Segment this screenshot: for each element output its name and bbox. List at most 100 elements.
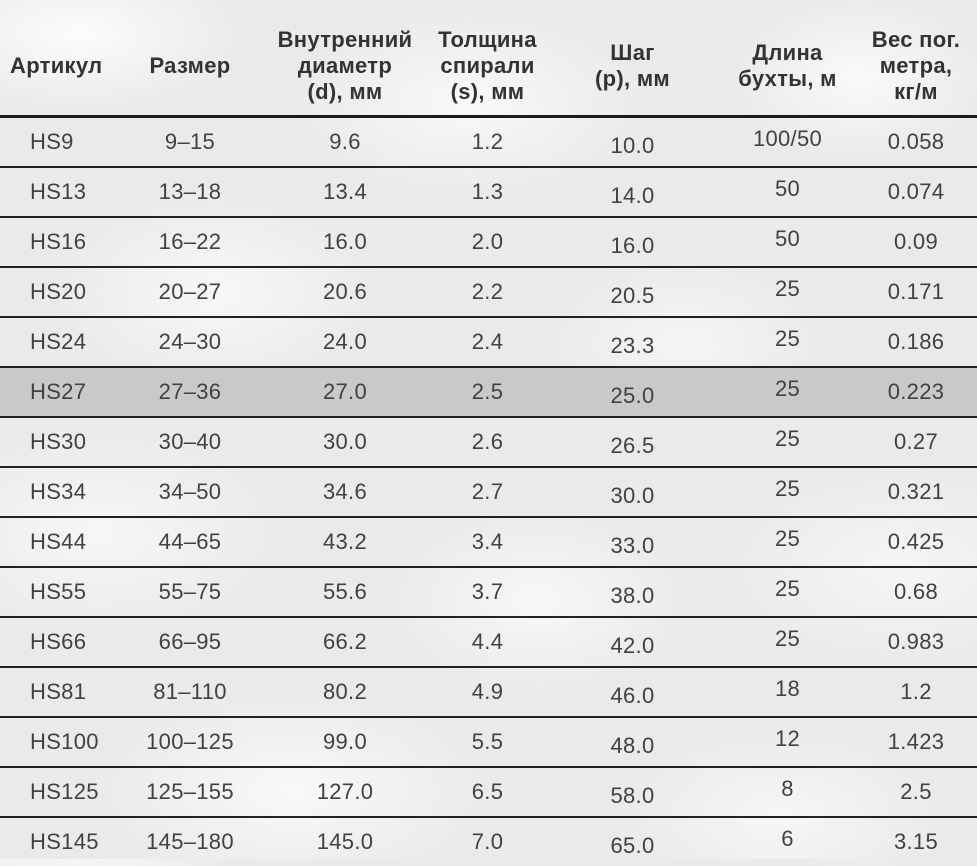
- cell-pitch: 14.0: [545, 167, 720, 217]
- cell-value: 125–155: [146, 779, 234, 804]
- cell-pitch: 25.0: [545, 367, 720, 417]
- cell-inner-diameter: 13.4: [260, 167, 430, 217]
- cell-value: 25: [775, 476, 800, 501]
- cell-article: HS16: [0, 217, 120, 267]
- cell-value: 0.09: [894, 229, 938, 254]
- cell-value: 25: [775, 276, 800, 301]
- cell-article: HS34: [0, 467, 120, 517]
- cell-value: HS55: [30, 579, 86, 604]
- cell-pitch: 42.0: [545, 617, 720, 667]
- cell-article: HS24: [0, 317, 120, 367]
- cell-value: 25: [775, 376, 800, 401]
- cell-value: HS27: [30, 379, 86, 404]
- cell-value: 58.0: [610, 783, 654, 808]
- cell-value: 0.27: [894, 429, 938, 454]
- cell-value: 66–95: [159, 629, 222, 654]
- cell-value: 14.0: [610, 183, 654, 208]
- cell-value: 25: [775, 526, 800, 551]
- cell-value: 145.0: [317, 829, 374, 854]
- cell-value: 2.5: [472, 379, 503, 404]
- cell-inner-diameter: 27.0: [260, 367, 430, 417]
- column-header-label: Внутренний диаметр (d), мм: [278, 27, 413, 104]
- cell-pitch: 38.0: [545, 567, 720, 617]
- cell-size: 55–75: [120, 567, 260, 617]
- column-header-label: Длина бухты, м: [738, 40, 837, 91]
- cell-value: 3.15: [894, 829, 938, 854]
- cell-value: 27.0: [323, 379, 367, 404]
- cell-value: HS13: [30, 179, 86, 204]
- column-header-label: Шаг (p), мм: [595, 40, 670, 91]
- cell-spiral-thickness: 6.5: [430, 767, 545, 817]
- cell-value: HS44: [30, 529, 86, 554]
- cell-spiral-thickness: 4.9: [430, 667, 545, 717]
- cell-pitch: 23.3: [545, 317, 720, 367]
- cell-value: HS145: [30, 829, 99, 854]
- cell-inner-diameter: 34.6: [260, 467, 430, 517]
- cell-article: HS9: [0, 117, 120, 168]
- cell-value: 44–65: [159, 529, 222, 554]
- cell-size: 16–22: [120, 217, 260, 267]
- cell-weight-per-meter: 0.171: [855, 267, 977, 317]
- cell-weight-per-meter: 0.68: [855, 567, 977, 617]
- cell-value: HS20: [30, 279, 86, 304]
- cell-value: 3.4: [472, 529, 503, 554]
- cell-coil-length: 25: [720, 367, 855, 417]
- cell-value: 2.0: [472, 229, 503, 254]
- cell-size: 81–110: [120, 667, 260, 717]
- cell-spiral-thickness: 2.7: [430, 467, 545, 517]
- cell-article: HS30: [0, 417, 120, 467]
- cell-size: 9–15: [120, 117, 260, 168]
- cell-value: 50: [775, 176, 800, 201]
- cell-coil-length: 100/50: [720, 117, 855, 168]
- cell-value: 16.0: [610, 233, 654, 258]
- cell-value: 0.171: [888, 279, 945, 304]
- cell-weight-per-meter: 0.186: [855, 317, 977, 367]
- cell-size: 27–36: [120, 367, 260, 417]
- cell-value: 20–27: [159, 279, 222, 304]
- cell-coil-length: 18: [720, 667, 855, 717]
- cell-value: 1.2: [472, 129, 503, 154]
- cell-value: 26.5: [610, 433, 654, 458]
- cell-pitch: 20.5: [545, 267, 720, 317]
- cell-value: 20.6: [323, 279, 367, 304]
- cell-article: HS20: [0, 267, 120, 317]
- cell-size: 66–95: [120, 617, 260, 667]
- cell-value: 46.0: [610, 683, 654, 708]
- cell-value: 42.0: [610, 633, 654, 658]
- cell-value: 0.425: [888, 529, 945, 554]
- cell-value: 81–110: [153, 679, 227, 704]
- column-header-size: Размер: [120, 0, 260, 117]
- cell-value: 1.2: [900, 679, 931, 704]
- cell-value: 99.0: [323, 729, 367, 754]
- cell-value: 4.9: [472, 679, 503, 704]
- cell-spiral-thickness: 4.4: [430, 617, 545, 667]
- cell-value: 23.3: [610, 333, 654, 358]
- cell-value: 2.5: [900, 779, 931, 804]
- cell-pitch: 30.0: [545, 467, 720, 517]
- cell-value: 65.0: [610, 833, 654, 858]
- cell-spiral-thickness: 1.3: [430, 167, 545, 217]
- cell-value: 2.7: [472, 479, 503, 504]
- cell-value: 0.223: [888, 379, 945, 404]
- cell-value: 30.0: [610, 483, 654, 508]
- cell-article: HS100: [0, 717, 120, 767]
- cell-weight-per-meter: 0.27: [855, 417, 977, 467]
- cell-value: HS30: [30, 429, 86, 454]
- cell-value: 13–18: [159, 179, 222, 204]
- cell-coil-length: 25: [720, 317, 855, 367]
- cell-size: 44–65: [120, 517, 260, 567]
- cell-inner-diameter: 55.6: [260, 567, 430, 617]
- cell-value: 80.2: [323, 679, 367, 704]
- cell-weight-per-meter: 0.321: [855, 467, 977, 517]
- cell-value: 24–30: [159, 329, 222, 354]
- cell-value: 20.5: [610, 283, 654, 308]
- cell-weight-per-meter: 1.2: [855, 667, 977, 717]
- cell-inner-diameter: 80.2: [260, 667, 430, 717]
